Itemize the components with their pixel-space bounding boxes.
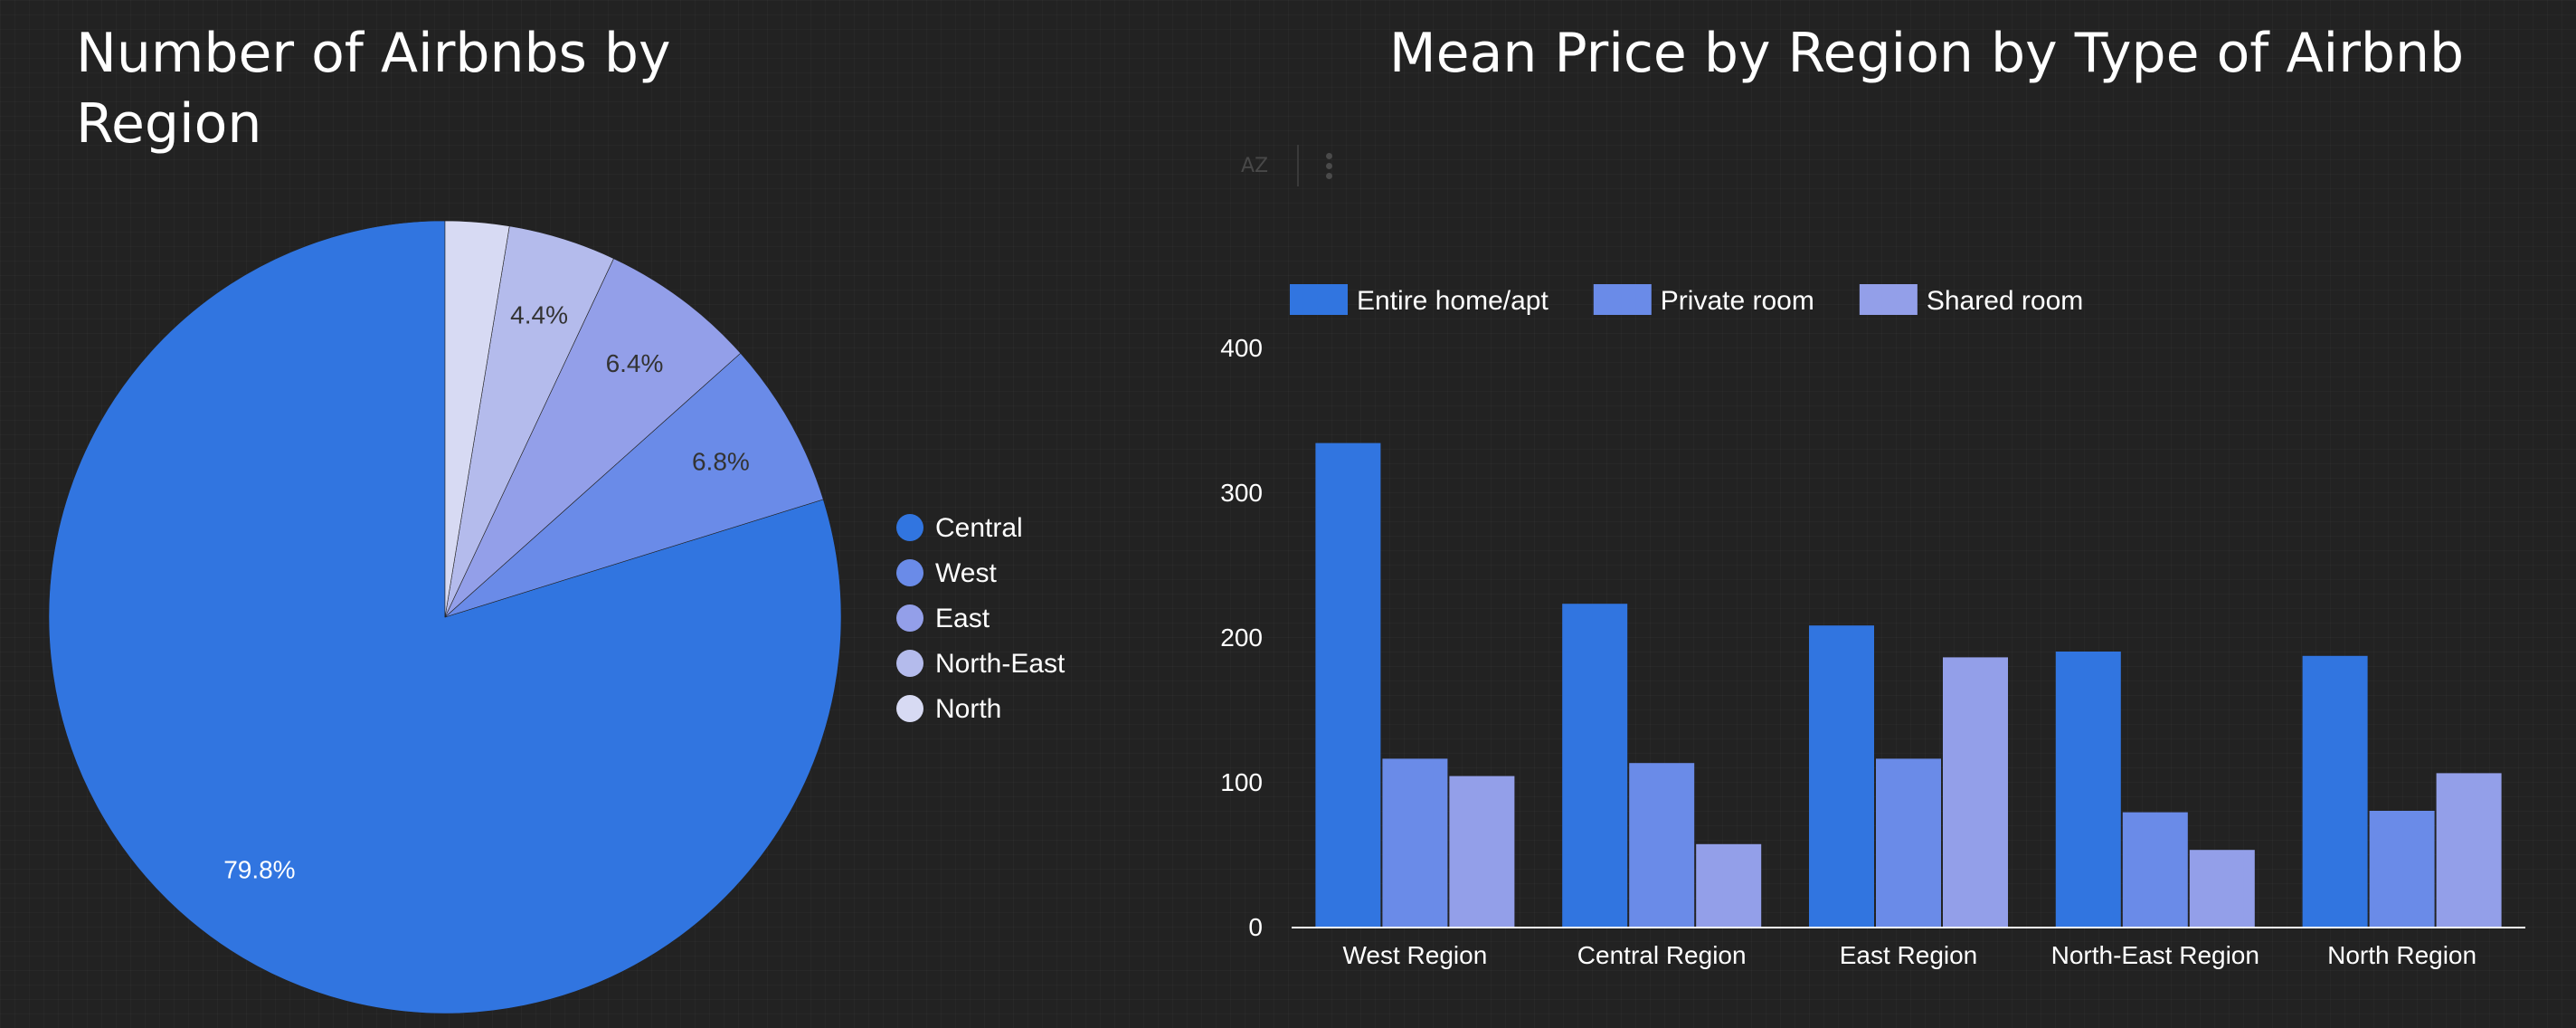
x-tick-label-central-region: Central Region	[1577, 941, 1747, 969]
x-tick-label-north-east-region: North-East Region	[2051, 941, 2259, 969]
bar-east-region-entire-home-apt[interactable]	[1809, 625, 1874, 927]
legend-swatch-west	[896, 559, 923, 586]
legend-swatch-north	[896, 695, 923, 722]
x-tick-label-west-region: West Region	[1343, 941, 1488, 969]
legend-label-east[interactable]: East	[935, 604, 990, 633]
pie-slice-north[interactable]	[444, 220, 510, 618]
y-tick-label: 400	[1220, 334, 1263, 362]
chart-toolbar: AZ	[1236, 145, 1335, 186]
pie-slice-label-north-east: 4.4%	[510, 300, 568, 328]
legend-label-north[interactable]: North	[935, 694, 1001, 724]
legend-label-west[interactable]: West	[935, 558, 997, 588]
pie-slice-east[interactable]	[444, 258, 742, 618]
toolbar-divider	[1297, 145, 1299, 186]
y-tick-label: 0	[1248, 913, 1263, 941]
bar-east-region-private-room[interactable]	[1876, 758, 1941, 927]
bar-west-region-private-room[interactable]	[1382, 758, 1448, 927]
legend-label-shared-room[interactable]: Shared room	[1927, 286, 2083, 316]
bar-chart: 0 100 200 300 400 West Region Central Region Ea…	[1220, 284, 2525, 969]
bar-central-region-private-room[interactable]	[1629, 763, 1695, 927]
legend-swatch-private-room	[1593, 284, 1652, 315]
pie-slice-label-central: 79.8%	[223, 856, 295, 884]
bar-west-region-shared-room[interactable]	[1449, 776, 1515, 927]
legend-swatch-east	[896, 604, 923, 632]
y-tick-label: 300	[1220, 479, 1263, 507]
bar-north-east-region-shared-room[interactable]	[2189, 850, 2255, 927]
bar-central-region-shared-room[interactable]	[1696, 843, 1762, 927]
legend-label-private-room[interactable]: Private room	[1661, 286, 1814, 316]
pie-slice-west[interactable]	[444, 352, 824, 618]
legend-label-north-east[interactable]: North-East	[935, 649, 1065, 679]
bar-north-region-shared-room[interactable]	[2436, 773, 2502, 927]
legend-label-entire-home-apt[interactable]: Entire home/apt	[1357, 286, 1548, 316]
bar-north-region-private-room[interactable]	[2369, 811, 2435, 927]
pie-slice-label-west: 6.8%	[692, 447, 750, 475]
bar-central-region-entire-home-apt[interactable]	[1562, 604, 1628, 927]
bar-north-east-region-private-room[interactable]	[2122, 812, 2188, 927]
pie-chart-title: Number of Airbnbs by Region	[76, 22, 671, 156]
legend-swatch-north-east	[896, 650, 923, 677]
pie-slice-label-east: 6.4%	[606, 349, 664, 377]
x-tick-label-east-region: East Region	[1840, 941, 1978, 969]
y-tick-label: 200	[1220, 623, 1263, 652]
legend-swatch-central	[896, 514, 923, 541]
bar-north-east-region-entire-home-apt[interactable]	[2055, 652, 2121, 927]
more-vert-icon[interactable]	[1322, 147, 1335, 185]
legend-label-central[interactable]: Central	[935, 513, 1023, 543]
legend-swatch-shared-room	[1859, 284, 1918, 315]
bar-north-region-entire-home-apt[interactable]	[2302, 655, 2368, 927]
bar-west-region-entire-home-apt[interactable]	[1315, 443, 1381, 928]
sort-az-icon[interactable]: AZ	[1240, 154, 1269, 177]
bar-chart-title: Mean Price by Region by Type of Airbnb	[1388, 22, 2465, 85]
bar-east-region-shared-room[interactable]	[1943, 657, 2008, 927]
legend-swatch-entire-home-apt	[1290, 284, 1348, 315]
x-tick-label-north-region: North Region	[2327, 941, 2477, 969]
y-tick-label: 100	[1220, 768, 1263, 796]
pie-chart: 79.8% 6.8% 6.4% 4.4% Central West East North-Ea…	[48, 220, 1065, 1014]
